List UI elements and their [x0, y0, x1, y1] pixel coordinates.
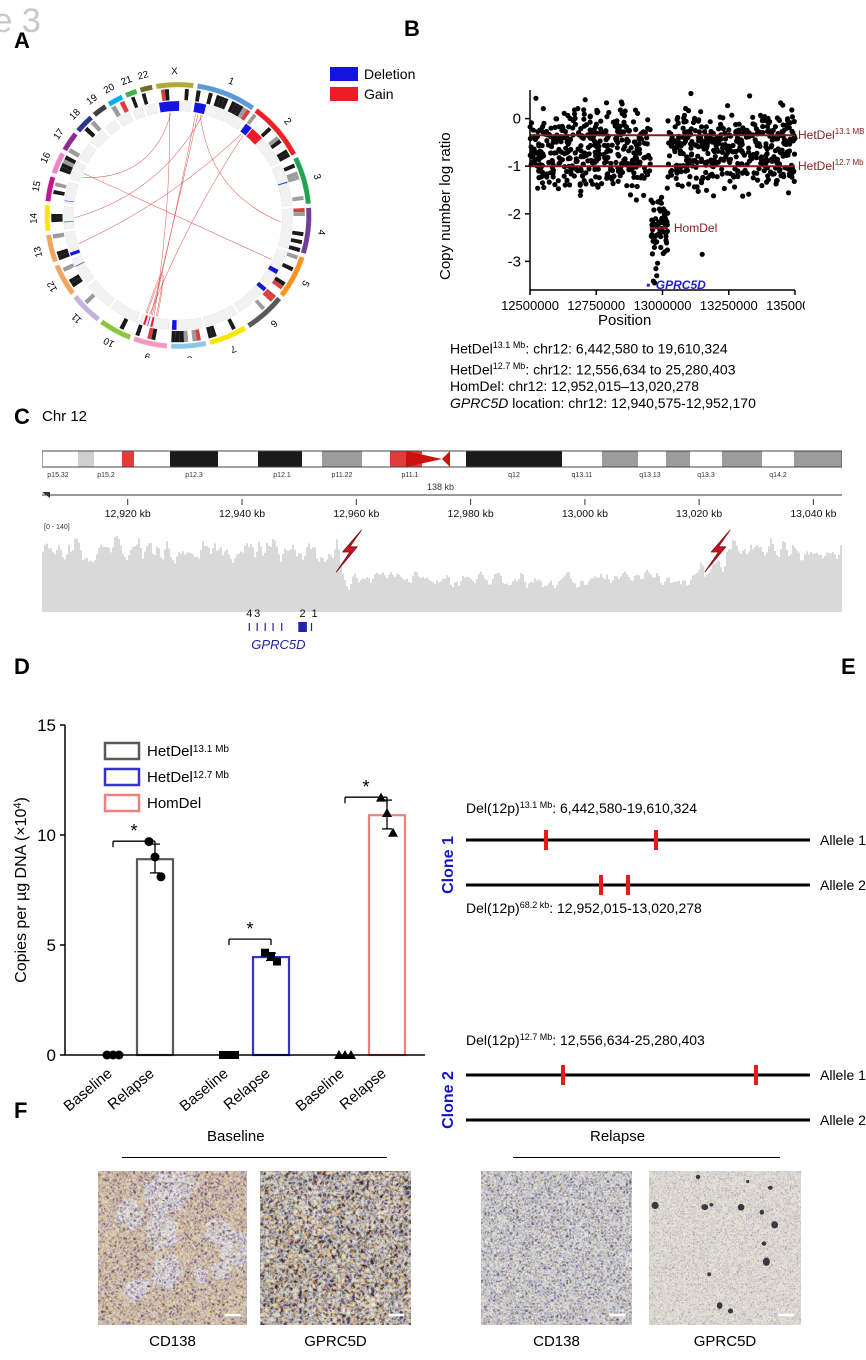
svg-text:16: 16 — [39, 151, 53, 165]
svg-text:12500000: 12500000 — [501, 298, 559, 313]
svg-text:14: 14 — [28, 212, 39, 224]
svg-text:q13.13: q13.13 — [639, 472, 661, 479]
svg-text:13: 13 — [32, 245, 45, 258]
svg-text:q13.11: q13.11 — [572, 472, 593, 479]
svg-text:18: 18 — [67, 107, 82, 122]
svg-text:4: 4 — [246, 608, 252, 620]
svg-text:8: 8 — [187, 353, 193, 358]
svg-text:138 kb: 138 kb — [427, 482, 454, 492]
svg-text:Allele 2: Allele 2 — [820, 1112, 866, 1128]
svg-text:HomDel: HomDel — [147, 795, 201, 812]
svg-text:13,040 kb: 13,040 kb — [790, 508, 836, 520]
svg-text:9: 9 — [144, 350, 152, 358]
svg-text:3: 3 — [254, 608, 260, 620]
svg-text:19: 19 — [84, 92, 99, 107]
svg-text:13500000: 13500000 — [766, 298, 805, 313]
svg-text:0: 0 — [47, 1046, 56, 1065]
svg-text:13,000 kb: 13,000 kb — [562, 508, 608, 520]
svg-text:15: 15 — [37, 716, 56, 735]
svg-text:Del(12p)68.2 kb: 12,952,015-13: Del(12p)68.2 kb: 12,952,015-13,020,278 — [466, 900, 702, 916]
svg-text:p12.1: p12.1 — [273, 472, 291, 479]
svg-text:GPRC5D: GPRC5D — [251, 637, 305, 652]
svg-text:p15.2: p15.2 — [97, 472, 115, 479]
svg-text:5: 5 — [299, 278, 312, 288]
svg-text:12: 12 — [45, 279, 60, 294]
svg-text:*: * — [362, 777, 369, 797]
svg-text:17: 17 — [51, 127, 66, 142]
svg-text:12,980 kb: 12,980 kb — [448, 508, 494, 520]
svg-text:12,920 kb: 12,920 kb — [105, 508, 151, 520]
svg-text:q12: q12 — [508, 472, 520, 479]
svg-text:HomDel: HomDel — [674, 221, 717, 235]
svg-text:Allele 2: Allele 2 — [820, 877, 866, 893]
svg-text:Clone 1: Clone 1 — [440, 836, 457, 894]
svg-text:15: 15 — [31, 179, 44, 192]
svg-text:13000000: 13000000 — [634, 298, 692, 313]
svg-text:Allele 1: Allele 1 — [820, 1067, 866, 1083]
svg-text:1: 1 — [311, 608, 317, 620]
svg-text:*: * — [246, 919, 253, 939]
svg-text:p12.3: p12.3 — [185, 472, 203, 479]
svg-text:13,020 kb: 13,020 kb — [676, 508, 722, 520]
svg-text:2: 2 — [300, 608, 306, 620]
svg-text:7: 7 — [228, 342, 237, 354]
svg-text:p15.32: p15.32 — [47, 472, 69, 479]
svg-text:1: 1 — [227, 76, 236, 88]
svg-text:20: 20 — [102, 81, 117, 96]
svg-text:22: 22 — [137, 69, 150, 82]
svg-text:10: 10 — [101, 334, 116, 349]
svg-text:4: 4 — [315, 229, 327, 236]
svg-text:X: X — [171, 66, 178, 77]
svg-text:Del(12p)13.1 Mb: 6,442,580-19,: Del(12p)13.1 Mb: 6,442,580-19,610,324 — [466, 800, 697, 816]
svg-text:11: 11 — [69, 310, 84, 325]
svg-text:2: 2 — [281, 116, 293, 127]
svg-text:10: 10 — [37, 826, 56, 845]
svg-text:5: 5 — [47, 936, 56, 955]
svg-text:12,940 kb: 12,940 kb — [219, 508, 265, 520]
svg-text:Del(12p)12.7 Mb: 12,556,634-25: Del(12p)12.7 Mb: 12,556,634-25,280,403 — [466, 1032, 705, 1048]
svg-text:0: 0 — [513, 111, 521, 128]
svg-text:-2: -2 — [508, 206, 521, 223]
svg-text:q14.2: q14.2 — [769, 472, 787, 479]
svg-text:12,960 kb: 12,960 kb — [333, 508, 379, 520]
svg-text:Allele 1: Allele 1 — [820, 832, 866, 848]
svg-text:p11.1: p11.1 — [402, 472, 419, 479]
svg-text:*: * — [130, 821, 137, 841]
svg-text:p11.22: p11.22 — [332, 472, 353, 479]
svg-text:3: 3 — [311, 173, 323, 181]
svg-text:12750000: 12750000 — [567, 298, 625, 313]
svg-text:q13.3: q13.3 — [697, 472, 715, 479]
svg-text:[0 - 140]: [0 - 140] — [44, 524, 70, 531]
svg-text:Copies per µg DNA (×104): Copies per µg DNA (×104) — [12, 797, 30, 983]
svg-text:13250000: 13250000 — [700, 298, 758, 313]
svg-text:Clone 2: Clone 2 — [440, 1071, 457, 1129]
svg-text:6: 6 — [268, 317, 279, 329]
svg-text:21: 21 — [120, 74, 134, 88]
svg-text:-1: -1 — [508, 158, 521, 175]
svg-text:-3: -3 — [508, 253, 521, 270]
